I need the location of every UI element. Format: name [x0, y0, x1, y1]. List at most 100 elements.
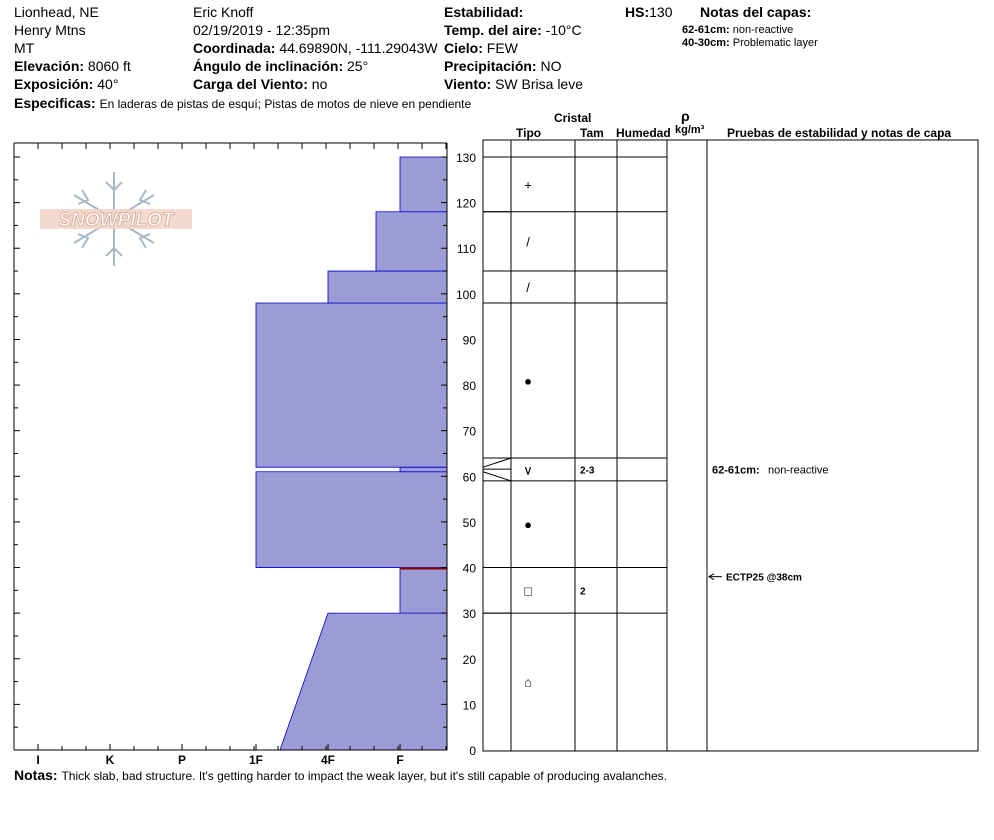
crystal-type-symbol: + [524, 177, 532, 192]
notes-row: Notas: Thick slab, bad structure. It's g… [14, 767, 667, 783]
connector-line [482, 457, 512, 468]
crystal-type-symbol: □ [524, 583, 532, 598]
crystal-type-symbol: ● [524, 374, 532, 389]
layer-note-depth: 62-61cm: [682, 24, 730, 36]
crystal-header: Cristal [554, 111, 592, 125]
crystal-type-symbol: ● [524, 517, 532, 532]
elevation-label: Elevación: [14, 58, 85, 74]
height-tick-label: 110 [457, 242, 476, 256]
height-tick-label: 130 [456, 151, 476, 165]
precip-value: NO [540, 58, 562, 74]
layer-annotation-depth: 62-61cm: [712, 464, 760, 476]
air-temp-row: Temp. del aire: -10°C [444, 22, 582, 38]
hardness-layer-bar [279, 612, 448, 751]
layer-note-text: non-reactive [732, 24, 794, 36]
stability-label: Estabilidad: [444, 4, 524, 20]
hs-row: HS:130 [625, 4, 672, 20]
hardness-profile [255, 156, 448, 751]
coordinate-row: Coordinada: 44.69890N, -111.29043W [193, 40, 438, 56]
hardness-layer-bar [399, 156, 448, 213]
specifics-row: Especificas: En laderas de pistas de esq… [14, 95, 471, 111]
height-tick-label: 0 [469, 744, 476, 758]
location-name: Lionhead, NE [14, 4, 99, 20]
crystal-type-symbol: ∨ [523, 462, 533, 477]
wind-label: Viento: [444, 76, 492, 92]
height-tick-label: 50 [463, 516, 477, 530]
notes-value: Thick slab, bad structure. It's getting … [61, 769, 668, 783]
coordinate-label: Coordinada: [193, 40, 276, 56]
aspect-label: Exposición: [14, 76, 94, 92]
wind-value: SW Brisa leve [495, 76, 584, 92]
air-temp-value: -10°C [545, 22, 582, 38]
table-border [482, 139, 979, 752]
elevation-value: 8060 ft [87, 58, 131, 74]
hardness-layer-bar [375, 211, 448, 272]
crystal-size: 2 [580, 586, 586, 597]
wind-row: Viento: SW Brisa leve [444, 76, 583, 92]
wind-load-label: Carga del Viento: [193, 76, 308, 92]
hardness-axis: I K P 1F 4F F [13, 744, 447, 767]
slope-row: Ángulo de inclinación: 25° [193, 58, 368, 74]
tests-header: Pruebas de estabilidad y notas de capa [727, 126, 952, 140]
observation-datetime: 02/19/2019 - 12:35pm [193, 22, 330, 38]
crystal-size: 2-3 [580, 465, 595, 476]
observer-name: Eric Knoff [193, 4, 254, 20]
aspect-value: 40° [97, 76, 119, 92]
logo-text: SNOWPILOT [58, 210, 174, 231]
hardness-tick-label: K [106, 753, 115, 767]
hardness-layer-bar [327, 270, 448, 304]
layer-note-1: 62-61cm: non-reactive [682, 24, 793, 37]
layer-annotation-text: non-reactive [768, 464, 829, 476]
air-temp-label: Temp. del aire: [444, 22, 542, 38]
sky-label: Cielo: [444, 40, 483, 56]
hardness-tick-label: 4F [321, 753, 335, 767]
hardness-tick-label: 1F [249, 753, 263, 767]
layer-note-depth: 40-30cm: [682, 37, 730, 49]
wind-load-row: Carga del Viento: no [193, 76, 327, 92]
height-tick-label: 120 [456, 197, 476, 211]
state-name: MT [14, 40, 35, 56]
range-name: Henry Mtns [14, 22, 86, 38]
sky-value: FEW [486, 40, 518, 56]
hs-label: HS: [625, 4, 650, 20]
slope-value: 25° [347, 58, 369, 74]
layer-note-text: Problematic layer [732, 37, 818, 49]
rho-header: ρ [681, 108, 690, 124]
notes-label: Notas: [14, 767, 58, 783]
hardness-layer-bar [399, 466, 448, 473]
crystal-type-symbol: / [526, 280, 530, 295]
hardness-tick-label: P [178, 753, 186, 767]
height-tick-label: 30 [463, 607, 477, 621]
layer-notes-title: Notas del capas: [700, 4, 812, 20]
height-tick-label: 40 [463, 562, 477, 576]
wind-load-value: no [311, 76, 328, 92]
height-tick-label: 90 [463, 333, 477, 347]
layer-table: + / / ● ∨ 2-3 ● □ 2 ⌂ 62-61cm: non-reactive ECTP25 @… [482, 139, 979, 752]
precip-label: Precipitación: [444, 58, 537, 74]
test-arrowhead [708, 573, 715, 581]
crystal-type-symbol: ⌂ [524, 675, 532, 690]
type-header: Tipo [516, 126, 542, 140]
height-tick-label: 20 [463, 653, 477, 667]
hardness-layer-bar [399, 567, 448, 614]
hardness-layer-bar [255, 471, 448, 568]
precip-row: Precipitación: NO [444, 58, 561, 74]
stability-test-label: ECTP25 @38cm [726, 573, 802, 584]
snowpilot-logo: SNOWPILOT [40, 172, 192, 266]
hardness-tick-label: I [36, 753, 39, 767]
layer-gap [256, 468, 327, 471]
specifics-value: En laderas de pistas de esquí; Pistas de… [99, 97, 472, 111]
sky-row: Cielo: FEW [444, 40, 518, 56]
moisture-header: Humedad [616, 126, 671, 140]
height-tick-label: 70 [463, 425, 477, 439]
size-header: Tam [580, 126, 604, 140]
height-tick-label: 10 [463, 698, 477, 712]
height-tick-label: 100 [456, 288, 476, 302]
layer-note-2: 40-30cm: Problematic layer [682, 37, 818, 50]
aspect-row: Exposición: 40° [14, 76, 118, 92]
coordinate-value: 44.69890N, -111.29043W [279, 40, 438, 56]
height-tick-label: 60 [463, 470, 477, 484]
hs-value: 130 [649, 4, 673, 20]
connector-line [482, 471, 512, 482]
